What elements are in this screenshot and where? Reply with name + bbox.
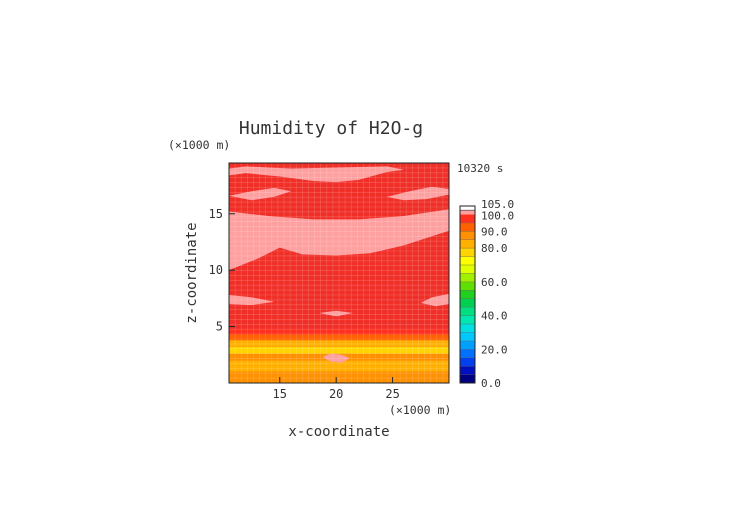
colorbar-tick-label: 20.0 [481,343,508,356]
band [229,334,449,341]
plot-frame [228,162,450,384]
contour-patch [420,293,449,307]
colorbar-segment [460,324,475,333]
contour-patch [229,187,292,201]
x-axis-label: x-coordinate [288,424,389,440]
plot-area [228,162,450,384]
y-tick-label: 15 [209,207,223,221]
colorbar-segment [460,265,475,274]
contour-patches [229,166,449,363]
contour-patch [386,186,449,201]
x-tick-label: 20 [329,387,343,401]
contour-patch [229,166,404,183]
colorbar-segment [460,256,475,265]
colorbar-segment [460,231,475,240]
colorbar-segment [460,222,475,232]
y-axis-label: z-coordinate [184,222,200,323]
colorbar-segment [460,340,475,350]
y-unit-label: (×1000 m) [168,138,230,152]
y-axis: 5 10 15 [209,207,235,334]
colorbar-segment [460,357,475,367]
colorbar-segment [460,239,475,249]
band [229,346,449,354]
contour-patch [322,353,350,363]
colorbar-segment [460,315,475,324]
colorbar-segment [460,214,475,223]
colorbar-segment [460,248,475,257]
y-tick-label: 10 [209,263,223,277]
colorbar-tick-label: 40.0 [481,310,508,323]
colorbar-segment [460,349,475,358]
band [229,340,449,347]
colorbar-tick-label: 90.0 [481,225,508,238]
band [229,371,449,383]
colorbar-segment [460,366,475,375]
grid-lines [229,163,449,383]
x-tick-label: 15 [273,387,287,401]
band [229,328,449,335]
band [229,360,449,372]
chart-title: Humidity of H2O-g [239,118,423,139]
colorbar-segment [460,298,475,308]
colorbar-frame [459,205,476,384]
colorbar-segment [460,210,475,215]
colorbar-segment [460,281,475,291]
timestamp-label: 10320 s [457,162,503,175]
colorbar-tick-label: 80.0 [481,242,508,255]
x-tick-label: 25 [385,387,399,401]
colorbar-segment [460,206,475,211]
contour-patch [319,310,354,317]
x-unit-label: (×1000 m) [389,403,451,417]
colorbar-segment [460,290,475,299]
colorbar-segment [460,332,475,341]
colorbar-segment [460,273,475,282]
contour-patch [229,295,275,306]
colorbar-tick-label: 0.0 [481,377,501,390]
colorbar-tick-label: 100.0 [481,209,514,222]
x-axis: 15 20 25 [273,377,400,401]
y-tick-label: 5 [216,320,223,334]
colorbar-segment [460,307,475,316]
colorbar-tick-label: 60.0 [481,276,508,289]
contour-patch [229,209,449,271]
colorbar-segment [460,374,475,383]
colorbar-tick-label: 105.0 [481,198,514,211]
